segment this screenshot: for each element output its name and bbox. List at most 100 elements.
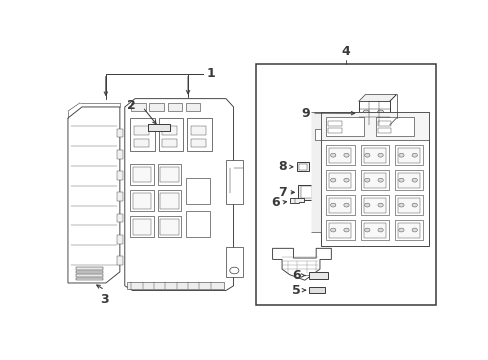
Circle shape: [377, 118, 383, 122]
Bar: [133, 193, 151, 209]
Circle shape: [330, 178, 335, 182]
Circle shape: [398, 228, 403, 232]
Polygon shape: [272, 248, 331, 280]
Circle shape: [377, 203, 383, 207]
Bar: [377, 128, 390, 133]
Bar: [190, 139, 205, 147]
Bar: [308, 271, 327, 279]
Circle shape: [343, 228, 348, 232]
Circle shape: [330, 203, 335, 207]
Bar: [358, 102, 389, 125]
Bar: [130, 164, 154, 185]
Polygon shape: [290, 198, 303, 203]
Circle shape: [364, 178, 369, 182]
Circle shape: [330, 228, 335, 232]
Bar: [147, 123, 169, 131]
Bar: [397, 222, 419, 238]
Bar: [375, 117, 413, 136]
Bar: [133, 167, 151, 183]
Bar: [186, 118, 211, 151]
Bar: [76, 271, 102, 273]
Circle shape: [330, 153, 335, 157]
Circle shape: [229, 267, 238, 274]
Bar: [326, 145, 354, 165]
Bar: [300, 186, 311, 198]
Bar: [329, 173, 351, 188]
Bar: [117, 192, 123, 201]
Circle shape: [398, 203, 403, 207]
Bar: [186, 177, 209, 204]
Circle shape: [411, 203, 417, 207]
Polygon shape: [358, 94, 396, 102]
Bar: [185, 103, 200, 111]
Circle shape: [364, 153, 369, 157]
Circle shape: [343, 178, 348, 182]
Bar: [149, 103, 163, 111]
Bar: [225, 247, 243, 278]
Bar: [394, 195, 422, 215]
Bar: [134, 139, 149, 147]
Bar: [363, 148, 385, 163]
Bar: [133, 220, 151, 235]
Polygon shape: [311, 112, 320, 232]
Bar: [327, 121, 341, 126]
Bar: [377, 121, 390, 126]
Bar: [298, 164, 307, 170]
Bar: [363, 173, 385, 188]
Bar: [296, 162, 309, 171]
Polygon shape: [124, 99, 233, 291]
Bar: [186, 211, 209, 237]
Circle shape: [343, 203, 348, 207]
Bar: [320, 112, 428, 246]
Text: 3: 3: [100, 293, 109, 306]
Bar: [162, 139, 177, 147]
Text: 4: 4: [341, 45, 350, 58]
Bar: [158, 190, 181, 211]
Bar: [134, 126, 149, 135]
Bar: [225, 159, 243, 204]
Bar: [160, 220, 178, 235]
Bar: [130, 216, 154, 237]
Bar: [326, 220, 354, 240]
Text: 6: 6: [292, 269, 301, 282]
Bar: [127, 282, 224, 288]
Bar: [327, 128, 341, 133]
Bar: [298, 185, 314, 200]
Bar: [131, 103, 145, 111]
Circle shape: [377, 228, 383, 232]
Bar: [130, 118, 154, 151]
Bar: [117, 129, 123, 138]
Bar: [397, 198, 419, 213]
Bar: [117, 256, 123, 265]
Bar: [329, 198, 351, 213]
Bar: [360, 170, 388, 190]
Bar: [256, 64, 435, 305]
Circle shape: [411, 228, 417, 232]
Circle shape: [377, 110, 383, 114]
Bar: [190, 126, 205, 135]
Bar: [326, 170, 354, 190]
Bar: [363, 222, 385, 238]
Bar: [117, 150, 123, 159]
Bar: [309, 287, 325, 293]
Circle shape: [411, 153, 417, 157]
Text: 8: 8: [278, 160, 287, 173]
Bar: [394, 220, 422, 240]
Bar: [158, 164, 181, 185]
Bar: [363, 198, 385, 213]
Bar: [117, 171, 123, 180]
Bar: [394, 145, 422, 165]
Circle shape: [343, 153, 348, 157]
Circle shape: [364, 203, 369, 207]
Circle shape: [363, 110, 368, 114]
Bar: [329, 148, 351, 163]
Bar: [360, 145, 388, 165]
Bar: [76, 267, 102, 270]
Text: 6: 6: [271, 196, 280, 209]
Bar: [397, 148, 419, 163]
Bar: [326, 195, 354, 215]
Bar: [360, 195, 388, 215]
Bar: [117, 213, 123, 222]
Bar: [320, 112, 428, 140]
Bar: [326, 117, 364, 136]
